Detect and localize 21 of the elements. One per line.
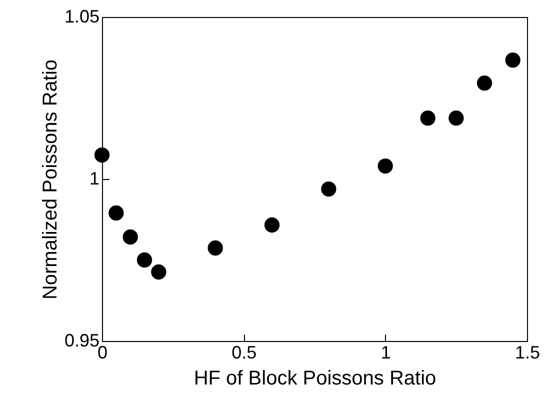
point	[136, 252, 152, 268]
y-tick-label: 1.05	[64, 6, 100, 26]
y-tick-label: 0.95	[64, 330, 100, 350]
x-tick-label: 1	[380, 342, 391, 362]
y-axis-title: Normalized Poissons Ratio	[39, 59, 62, 300]
point	[94, 147, 110, 163]
point	[321, 181, 336, 197]
point	[420, 110, 436, 126]
point	[264, 217, 280, 233]
point	[378, 158, 393, 174]
y-tick-label: 1	[89, 168, 100, 188]
x-tick-label: 0.5	[232, 342, 257, 362]
point	[108, 205, 124, 221]
point	[448, 110, 464, 126]
point	[208, 240, 223, 256]
point	[505, 52, 520, 68]
point	[151, 264, 166, 280]
x-axis-title: HF of Block Poissons Ratio	[194, 368, 436, 390]
point	[122, 229, 138, 245]
point	[476, 76, 492, 91]
x-tick-label: 1.5	[514, 342, 540, 362]
